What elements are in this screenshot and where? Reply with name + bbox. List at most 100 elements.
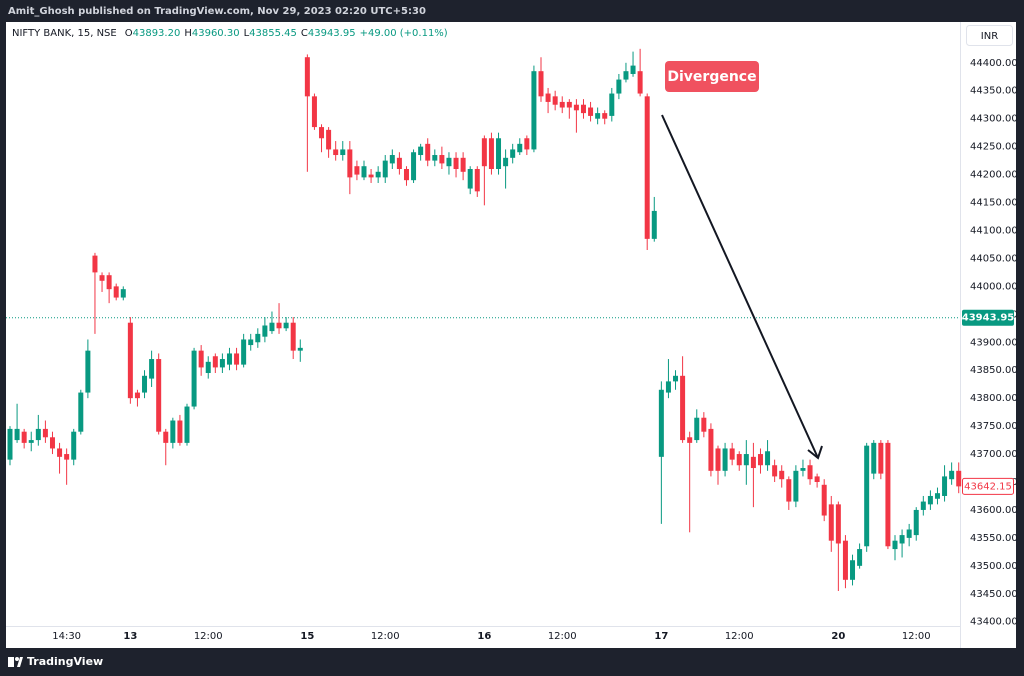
- legend-key: H: [184, 28, 192, 39]
- candle-body: [573, 104, 579, 111]
- candle-body: [396, 157, 402, 169]
- candle-body: [127, 322, 133, 399]
- candle-body: [630, 65, 636, 74]
- candle-body: [566, 101, 572, 108]
- candle-body: [651, 210, 657, 239]
- y-tick-label: 44300.00: [970, 114, 1018, 125]
- candle-body: [644, 96, 650, 239]
- legend-key: O: [125, 28, 133, 39]
- change: +49.00 (+0.11%): [360, 28, 448, 39]
- candle-body: [871, 442, 877, 474]
- candle-body: [658, 389, 664, 457]
- candle-body: [191, 350, 197, 407]
- candle-body: [35, 428, 41, 441]
- currency-box[interactable]: [966, 25, 1013, 46]
- candle-body: [885, 442, 891, 547]
- candle-body: [78, 392, 84, 432]
- candle-body: [920, 501, 926, 510]
- candle-body: [552, 96, 558, 105]
- candle-body: [134, 392, 140, 399]
- candle-body: [361, 166, 367, 178]
- legend-value: 43943.95: [308, 28, 356, 39]
- candle-body: [241, 339, 247, 365]
- y-tick-label: 43550.00: [970, 533, 1018, 544]
- candle-body: [71, 431, 77, 460]
- candle-body: [425, 143, 431, 161]
- candle-body: [226, 353, 232, 365]
- candle-body: [205, 361, 211, 374]
- y-tick-label: 43850.00: [970, 365, 1018, 376]
- candle-body: [375, 171, 381, 178]
- candle-body: [382, 160, 388, 178]
- candle-body: [850, 560, 856, 580]
- candle-body: [340, 149, 346, 156]
- candle-body: [821, 484, 827, 516]
- candle-body: [92, 255, 98, 273]
- y-tick-label: 44100.00: [970, 225, 1018, 236]
- current-price-label: 43642.15: [964, 481, 1012, 492]
- x-tick-label: 20: [831, 631, 845, 642]
- candle-body: [545, 93, 551, 102]
- candle-body: [673, 375, 679, 382]
- x-tick-label: 12:00: [194, 631, 223, 642]
- x-tick-label: 12:00: [725, 631, 754, 642]
- currency[interactable]: INR: [981, 31, 998, 42]
- candle-body: [906, 529, 912, 538]
- x-tick-label: 17: [654, 631, 668, 642]
- x-tick-label: 12:00: [371, 631, 400, 642]
- candle-body: [807, 465, 813, 480]
- candle-body: [786, 479, 792, 502]
- candle-body: [347, 149, 353, 178]
- x-tick-label: 13: [123, 631, 137, 642]
- logo-dot: [15, 657, 19, 661]
- candle-body: [64, 454, 70, 460]
- candle-body: [680, 375, 686, 441]
- candle-body: [793, 470, 799, 502]
- legend-value: 43855.45: [249, 28, 297, 39]
- candle-body: [602, 113, 608, 119]
- candle-body: [439, 155, 445, 164]
- candle-body: [7, 428, 13, 460]
- current-price-box: [962, 477, 1014, 495]
- candle-body: [319, 127, 325, 139]
- candle-body: [503, 157, 509, 167]
- candle-body: [297, 347, 303, 351]
- candle-body: [949, 470, 955, 480]
- candle-body: [956, 470, 962, 487]
- x-tick-label: 14:30: [52, 631, 81, 642]
- candle-body: [835, 504, 841, 544]
- candle-body: [212, 356, 218, 368]
- candle-body: [21, 431, 27, 443]
- candle-body: [248, 339, 254, 346]
- candle-body: [616, 79, 622, 94]
- candle-body: [453, 157, 459, 169]
- candle-body: [743, 454, 749, 466]
- candle-body: [467, 168, 473, 189]
- chart-panel: [6, 22, 1016, 648]
- candle-body: [474, 168, 480, 192]
- candle-body: [276, 322, 282, 329]
- candle-body: [481, 138, 487, 167]
- candle-body: [311, 96, 317, 128]
- candle-body: [729, 448, 735, 460]
- y-tick-label: 44050.00: [970, 253, 1018, 264]
- candle-body: [106, 275, 112, 290]
- candle-body: [460, 157, 466, 172]
- y-tick-label: 43700.00: [970, 449, 1018, 460]
- candle-body: [637, 71, 643, 94]
- candle-body: [368, 174, 374, 178]
- last-price-label: 43943.95: [962, 313, 1015, 324]
- y-tick-label: 44150.00: [970, 198, 1018, 209]
- candle-body: [927, 495, 933, 505]
- candle-body: [595, 113, 601, 119]
- candle-body: [99, 275, 105, 281]
- ohlc: O43893.20 H43960.30 L43855.45 C43943.95: [125, 28, 356, 39]
- candle-body: [580, 104, 586, 114]
- candle-body: [304, 57, 310, 97]
- candle-body: [85, 350, 91, 393]
- candle-body: [432, 155, 438, 161]
- candle-body: [163, 431, 169, 443]
- candle-body: [715, 448, 721, 471]
- candle-body: [609, 93, 615, 116]
